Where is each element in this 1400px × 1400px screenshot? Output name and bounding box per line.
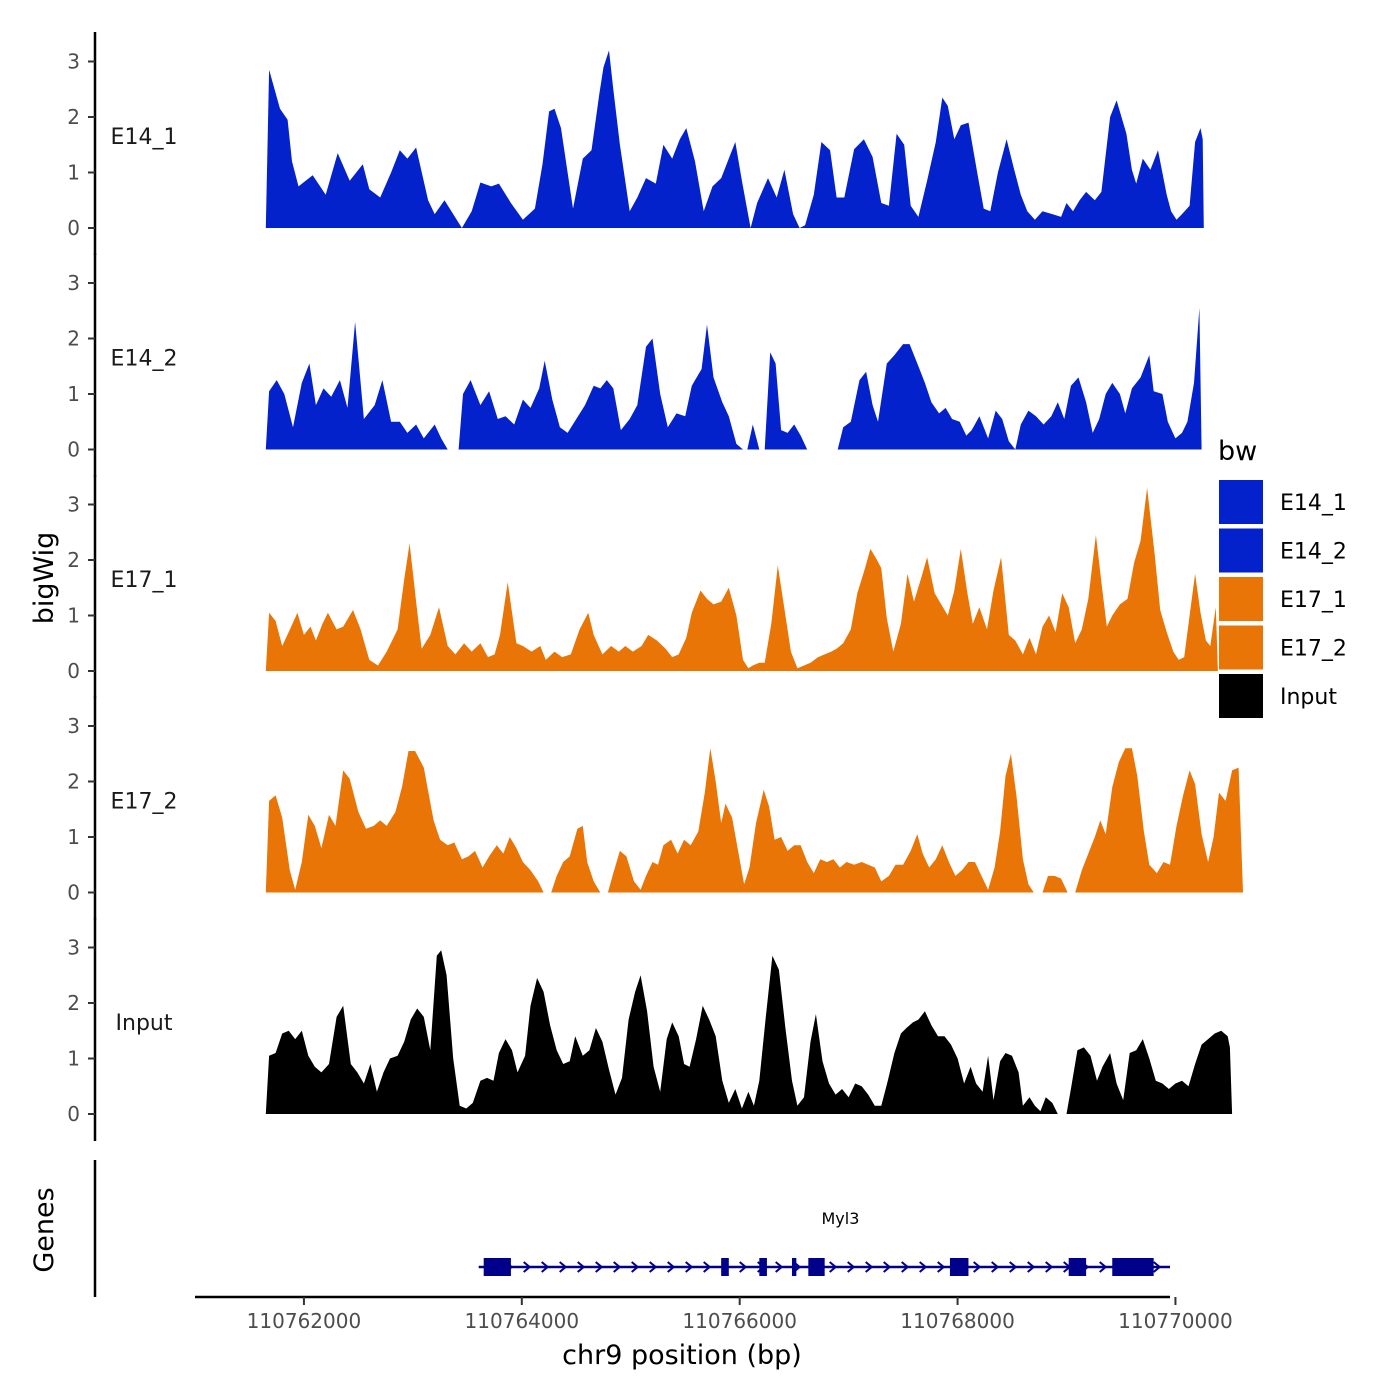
signal-area-e17-1	[265, 487, 1218, 671]
x-axis: 110762000 110764000 110766000 110768000 1107…	[195, 1295, 1233, 1333]
legend-swatch-e14-1	[1219, 480, 1263, 524]
y-tick-label: 2	[67, 770, 80, 794]
strand-arrow	[1027, 1261, 1036, 1273]
legend-label-input: Input	[1280, 685, 1337, 710]
strand-arrow	[649, 1261, 658, 1273]
y-tick-label: 0	[67, 438, 80, 462]
y-tick-label: 2	[67, 548, 80, 572]
x-tick-label: 110766000	[682, 1309, 797, 1333]
strand-arrow	[667, 1261, 676, 1273]
x-tick-label: 110770000	[1118, 1309, 1233, 1333]
track-label-e17-2: E17_2	[111, 790, 178, 815]
strand-arrow	[577, 1261, 586, 1273]
strand-arrow	[613, 1261, 622, 1273]
strand-arrow	[937, 1261, 946, 1273]
exon	[1112, 1258, 1154, 1276]
y-tick-label: 1	[67, 161, 80, 185]
exon	[759, 1258, 767, 1276]
strand-arrow	[559, 1261, 568, 1273]
strand-arrow	[1153, 1261, 1162, 1273]
track-label-e14-2: E14_2	[111, 347, 178, 372]
signal-area-input	[265, 950, 1233, 1114]
exon	[483, 1258, 511, 1276]
exon	[1068, 1258, 1087, 1276]
strand-arrow	[631, 1261, 640, 1273]
strand-arrow	[595, 1261, 604, 1273]
signal-area-e14-1	[265, 50, 1204, 229]
exon	[949, 1258, 969, 1276]
y-tick-label: 3	[67, 714, 80, 738]
y-tick-label: 2	[67, 327, 80, 351]
track-label-e14-1: E14_1	[111, 125, 178, 150]
strand-arrow	[523, 1261, 532, 1273]
y-tick-label: 0	[67, 216, 80, 240]
track-label-e17-1: E17_1	[111, 568, 178, 593]
genes-panel: Genes Myl3	[29, 1160, 1170, 1297]
y-tick-label: 1	[67, 825, 80, 849]
strand-arrow	[541, 1261, 550, 1273]
strand-arrow	[991, 1261, 1000, 1273]
legend-swatch-e17-2	[1219, 625, 1263, 670]
track-label-input: Input	[116, 1011, 173, 1036]
track-e17-2: 0 1 2 3 E17_2	[67, 696, 1243, 920]
track-e14-2: 0 1 2 3 E14_2	[67, 253, 1202, 477]
genes-title: Genes	[29, 1187, 60, 1272]
strand-arrow	[865, 1261, 874, 1273]
legend-swatch-input	[1219, 674, 1263, 718]
strand-arrow	[829, 1261, 838, 1273]
strand-arrow	[739, 1261, 748, 1273]
strand-arrow	[1099, 1261, 1108, 1273]
y-axis-title: bigWig	[29, 532, 60, 625]
y-tick-label: 3	[67, 50, 80, 74]
gene-name-label: Myl3	[822, 1209, 860, 1228]
x-tick-label: 110768000	[900, 1309, 1015, 1333]
y-tick-label: 3	[67, 493, 80, 517]
y-tick-label: 3	[67, 271, 80, 295]
exon	[808, 1258, 825, 1276]
strand-arrow	[901, 1261, 910, 1273]
legend-title: bw	[1218, 436, 1257, 467]
strand-arrow	[1009, 1261, 1018, 1273]
y-tick-label: 1	[67, 604, 80, 628]
y-tick-label: 2	[67, 105, 80, 129]
strand-arrow	[847, 1261, 856, 1273]
x-tick-label: 110764000	[465, 1309, 580, 1333]
y-tick-label: 2	[67, 991, 80, 1015]
y-tick-label: 1	[67, 1047, 80, 1071]
legend-label-e14-1: E14_1	[1280, 491, 1347, 516]
x-axis-title: chr9 position (bp)	[562, 1340, 802, 1371]
legend-label-e14-2: E14_2	[1280, 540, 1347, 565]
y-tick-label: 3	[67, 936, 80, 960]
signal-area-e17-2	[265, 748, 1243, 893]
y-tick-label: 1	[67, 382, 80, 406]
x-tick-label: 110762000	[247, 1309, 362, 1333]
exon	[791, 1258, 797, 1276]
strand-arrow	[919, 1261, 928, 1273]
exon	[721, 1258, 729, 1276]
strand-arrow	[1045, 1261, 1054, 1273]
track-input: 0 1 2 3 Input	[67, 918, 1233, 1141]
strand-arrow	[685, 1261, 694, 1273]
track-e17-1: 0 1 2 3 E17_1	[67, 475, 1218, 698]
legend-swatch-e14-2	[1219, 528, 1263, 573]
strand-arrow	[883, 1261, 892, 1273]
bigwig-tracks: 0 1 2 3 E14_1 0 1 2 3 E14_2 0 1 2 3 E17_1 0 1 2 3 E17_2 0 1 2 3…	[67, 32, 1243, 1141]
track-e14-1: 0 1 2 3 E14_1	[67, 32, 1204, 255]
strand-arrow	[703, 1261, 712, 1273]
y-tick-label: 0	[67, 659, 80, 683]
legend-swatch-e17-1	[1219, 577, 1263, 621]
y-tick-label: 0	[67, 881, 80, 905]
signal-area-e14-2	[265, 308, 1202, 450]
legend-label-e17-1: E17_1	[1280, 588, 1347, 613]
legend-label-e17-2: E17_2	[1280, 637, 1347, 662]
strand-arrow	[775, 1261, 784, 1273]
strand-arrow	[973, 1261, 982, 1273]
y-tick-label: 0	[67, 1102, 80, 1126]
legend: bw E14_1 E14_2 E17_1 E17_2 Input	[1218, 436, 1347, 718]
